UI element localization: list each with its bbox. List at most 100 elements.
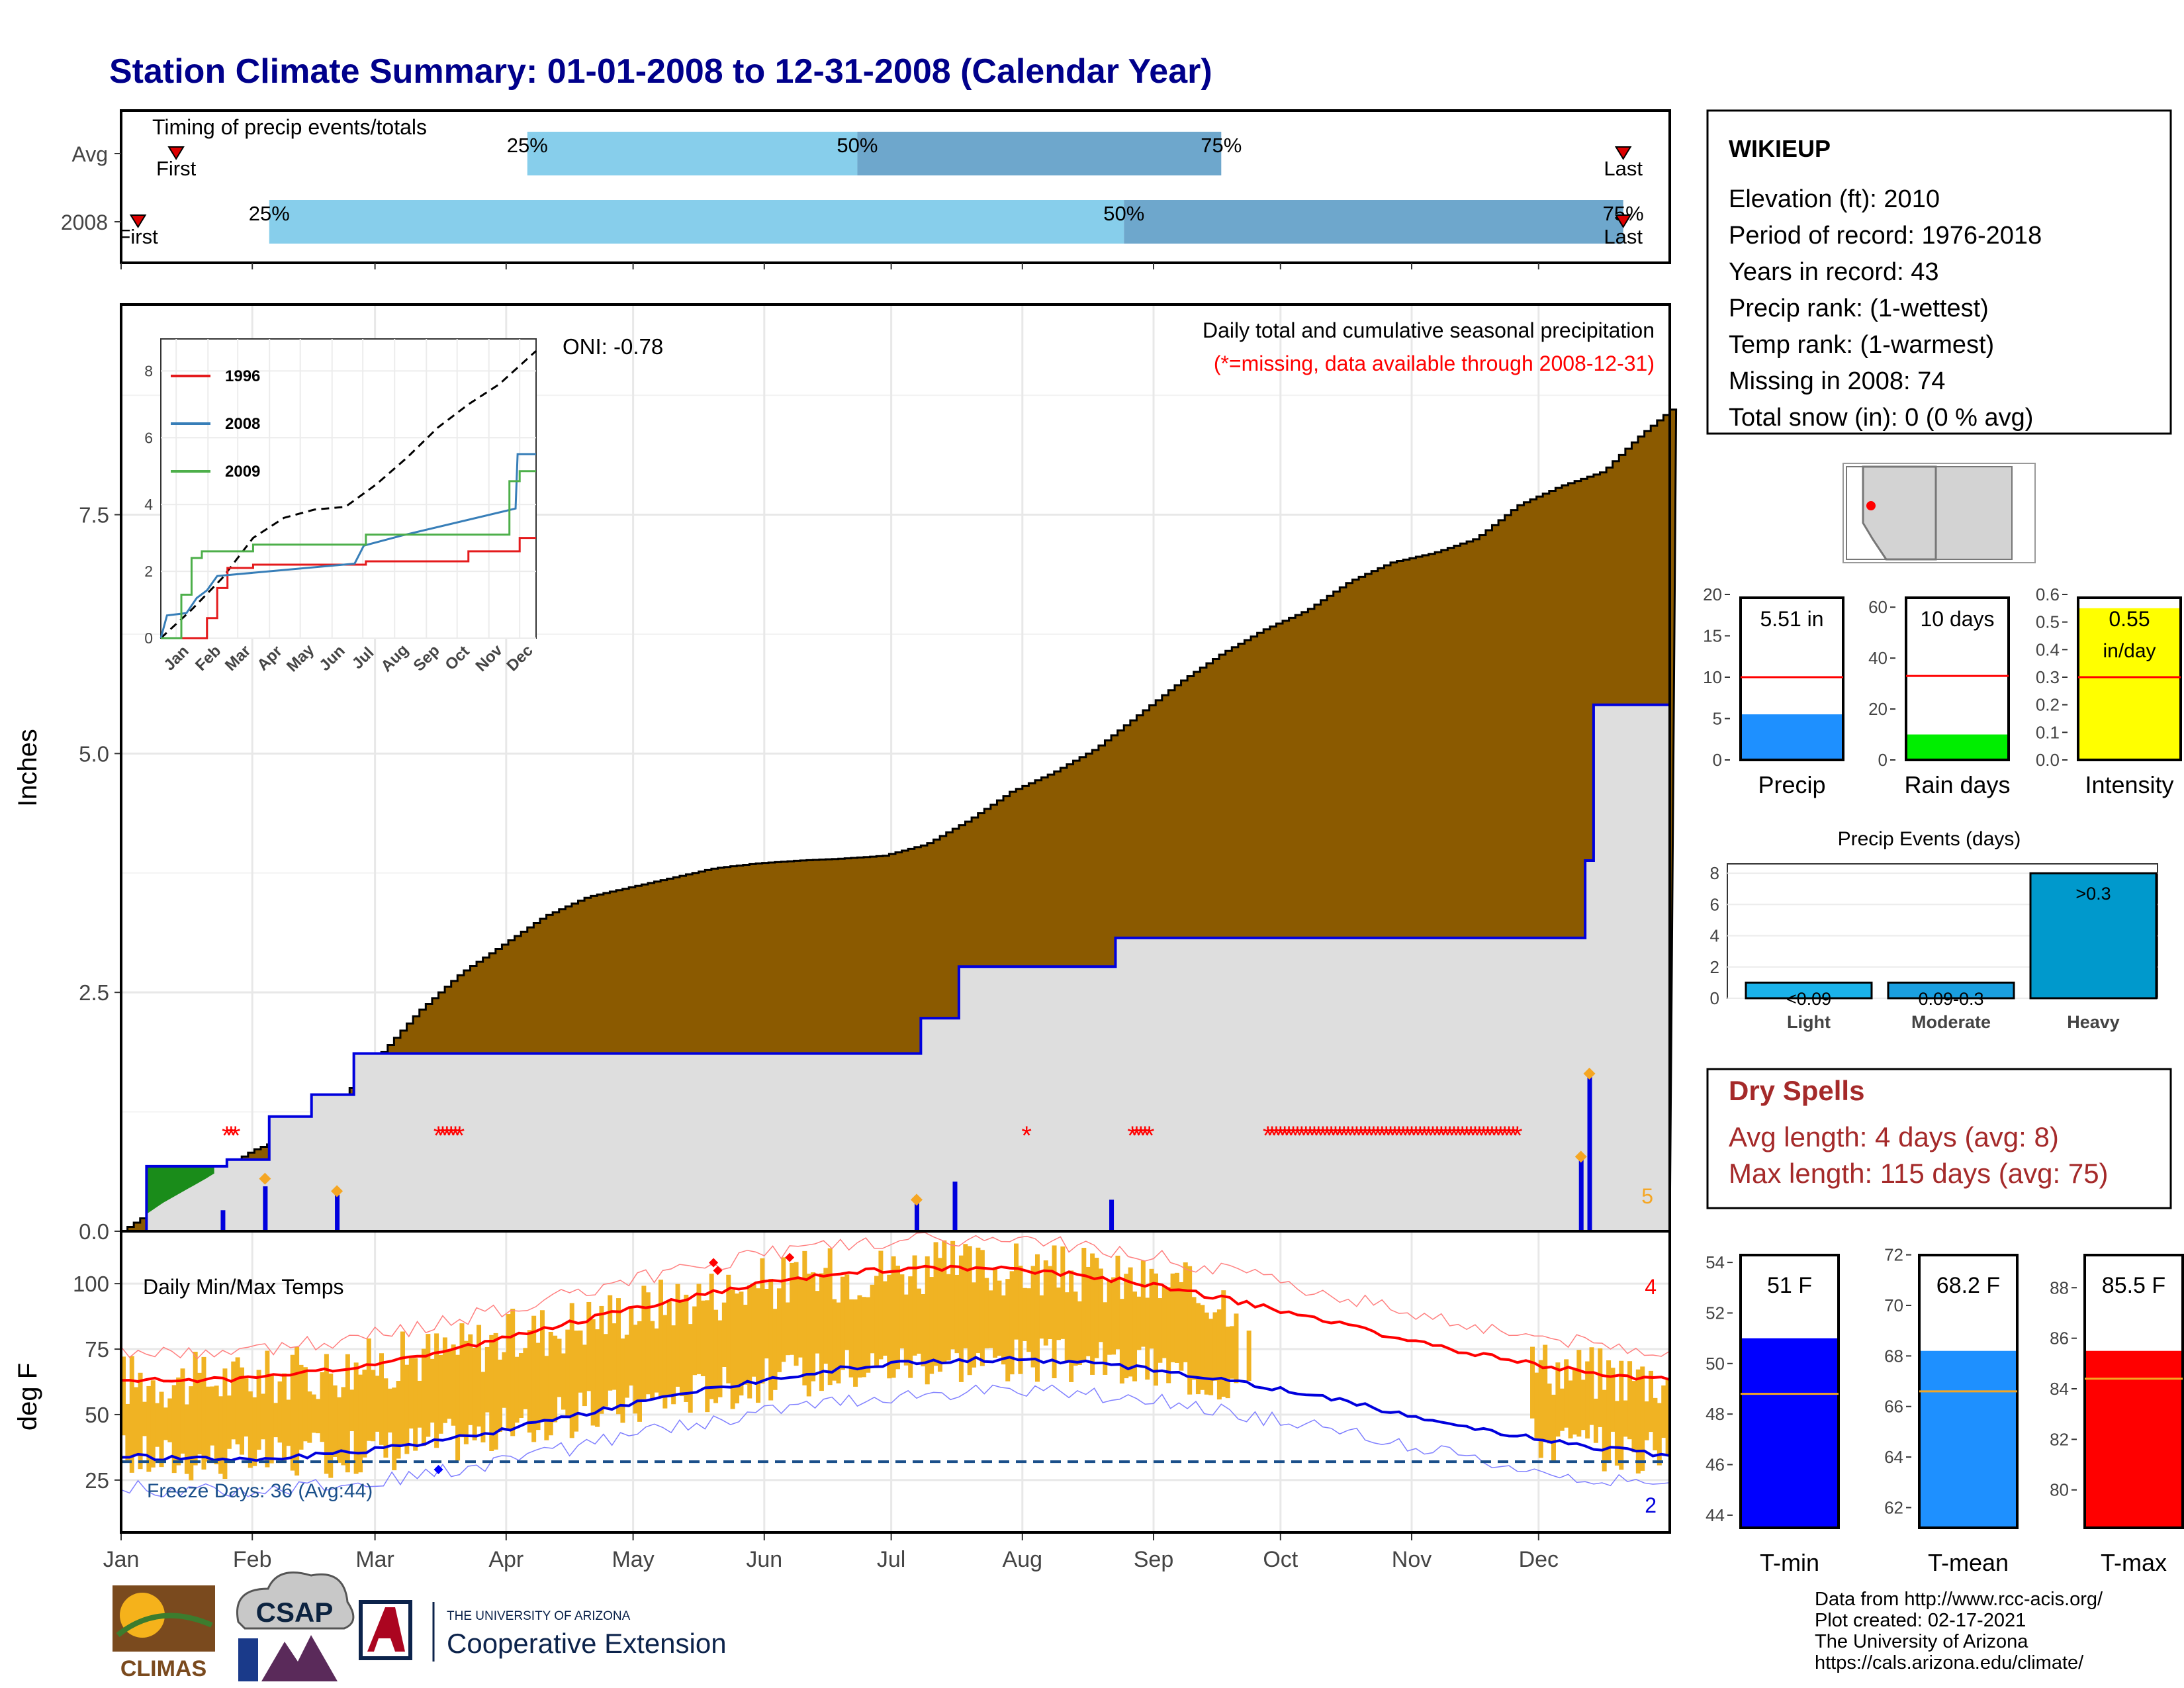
daily-temp-bar: [295, 1346, 300, 1476]
daily-temp-bar: [1048, 1266, 1053, 1339]
precip-ylabel: Inches: [13, 729, 42, 807]
daily-temp-bar: [189, 1386, 194, 1481]
daily-temp-bar: [692, 1306, 698, 1376]
daily-temp-bar: [565, 1329, 570, 1418]
daily-temp-bar: [925, 1256, 930, 1385]
daily-temp-bar: [882, 1281, 887, 1356]
temp-bar-ytick-label: 84: [2050, 1379, 2069, 1399]
daily-temp-bar: [1246, 1331, 1251, 1382]
daily-temp-bar: [1154, 1273, 1158, 1386]
missing-day-marker: *: [1297, 1121, 1307, 1150]
summary-ytick-label: 0.3: [2036, 667, 2060, 687]
daily-temp-bar: [1124, 1274, 1129, 1379]
temp-bar-label: T-min: [1760, 1549, 1819, 1576]
daily-precip-bar: [1109, 1199, 1115, 1231]
daily-temp-bar: [235, 1357, 240, 1444]
inset-ytick-label: 6: [144, 429, 153, 446]
month-label: Apr: [488, 1547, 523, 1572]
daily-temp-bar: [396, 1381, 401, 1459]
daily-temp-bar: [1602, 1389, 1607, 1472]
daily-temp-bar: [887, 1274, 892, 1379]
month-label: Aug: [1003, 1547, 1043, 1572]
missing-day-marker: *: [1355, 1121, 1366, 1150]
daily-precip-bar: [220, 1210, 226, 1231]
daily-temp-bar: [781, 1257, 786, 1362]
daily-temp-bar: [1543, 1344, 1548, 1441]
daily-temp-bar: [1225, 1327, 1230, 1399]
station-line-missing: Missing in 2008: 74: [1729, 367, 1945, 395]
extreme-event-marker: [1583, 1067, 1596, 1080]
daily-temp-bar: [349, 1389, 355, 1432]
daily-temp-bar: [654, 1328, 659, 1393]
summary-ytick-label: 10: [1703, 667, 1722, 687]
events-category-label: Light: [1787, 1012, 1831, 1032]
daily-temp-bar: [434, 1333, 439, 1448]
daily-temp-bar: [1009, 1271, 1015, 1375]
daily-precip-bar: [952, 1181, 958, 1231]
page-title: Station Climate Summary: 01-01-2008 to 1…: [109, 52, 1212, 91]
daily-temp-bar: [514, 1356, 520, 1423]
station-name: WIKIEUP: [1729, 135, 1831, 162]
daily-temp-bar: [273, 1403, 279, 1438]
daily-temp-bar: [1111, 1277, 1116, 1355]
daily-temp-bar: [751, 1283, 756, 1377]
missing-day-marker: *: [1347, 1121, 1358, 1150]
daily-temp-bar: [159, 1391, 164, 1468]
missing-day-marker: *: [1330, 1121, 1341, 1150]
footer-data-source: Data from http://www.rcc-acis.org/: [1815, 1589, 2103, 1610]
month-label: Dec: [1519, 1547, 1559, 1572]
timing-label: Timing of precip events/totals: [152, 115, 427, 139]
daily-temp-bar: [806, 1274, 811, 1397]
extreme-event-marker: [910, 1194, 923, 1206]
daily-temp-bar: [946, 1274, 951, 1361]
daily-temp-bar: [226, 1395, 232, 1449]
daily-temp-bar: [815, 1291, 820, 1354]
station-line-temp-rank: Temp rank: (1-warmest): [1729, 331, 1994, 359]
daily-temp-bar: [281, 1373, 287, 1462]
missing-day-marker: *: [1406, 1121, 1417, 1150]
daily-temp-bar: [1589, 1347, 1594, 1425]
dry-spells-frame: [1706, 1068, 2172, 1209]
summary-bar-frame: [2077, 596, 2182, 761]
daily-temp-bar: [1077, 1301, 1082, 1365]
daily-temp-bar: [366, 1338, 371, 1441]
daily-temp-bar: [612, 1323, 617, 1390]
daily-temp-bar: [1221, 1290, 1226, 1397]
daily-temp-bar: [518, 1353, 523, 1419]
extreme-event-marker: [259, 1172, 271, 1185]
temp-bar-ytick-label: 48: [1706, 1404, 1725, 1424]
ua-block-a: [367, 1607, 405, 1652]
summary-ytick-label: 40: [1868, 648, 1888, 668]
missing-day-marker: *: [1279, 1121, 1290, 1150]
daily-temp-bar: [265, 1350, 270, 1468]
daily-temp-bar: [696, 1284, 702, 1374]
temp-bar-ytick-label: 72: [1884, 1245, 1903, 1265]
daily-temp-bar: [684, 1294, 689, 1402]
missing-day-marker: *: [1449, 1121, 1459, 1150]
daily-temp-bar: [493, 1333, 498, 1450]
temp-bar-ytick-label: 52: [1706, 1303, 1725, 1323]
daily-temp-bar: [171, 1385, 177, 1474]
temp-bar-ytick-label: 64: [1884, 1447, 1903, 1467]
summary-ytick-label: 20: [1868, 699, 1888, 719]
missing-day-marker: *: [1453, 1121, 1464, 1150]
dry-spells-title: Dry Spells: [1729, 1075, 1864, 1106]
daily-temp-bar: [662, 1315, 668, 1409]
daily-temp-bar: [1191, 1297, 1197, 1380]
daily-temp-bar: [277, 1381, 283, 1443]
daily-temp-bar: [1623, 1400, 1628, 1437]
missing-day-marker: *: [433, 1121, 444, 1150]
daily-temp-bar: [739, 1291, 744, 1396]
daily-temp-bar: [506, 1314, 511, 1431]
daily-temp-bar: [933, 1242, 938, 1366]
inset-ytick-label: 8: [144, 362, 153, 379]
daily-temp-bar: [193, 1352, 198, 1466]
summary-bar-value-unit: in/day: [2103, 640, 2156, 662]
daily-temp-bar: [1547, 1383, 1552, 1444]
month-label: Nov: [1392, 1547, 1432, 1572]
missing-day-marker: *: [1343, 1121, 1353, 1150]
timing-row-avg-p75-label: 75%: [1201, 134, 1242, 157]
daily-temp-bar: [358, 1374, 363, 1473]
missing-day-marker: *: [1419, 1121, 1430, 1150]
